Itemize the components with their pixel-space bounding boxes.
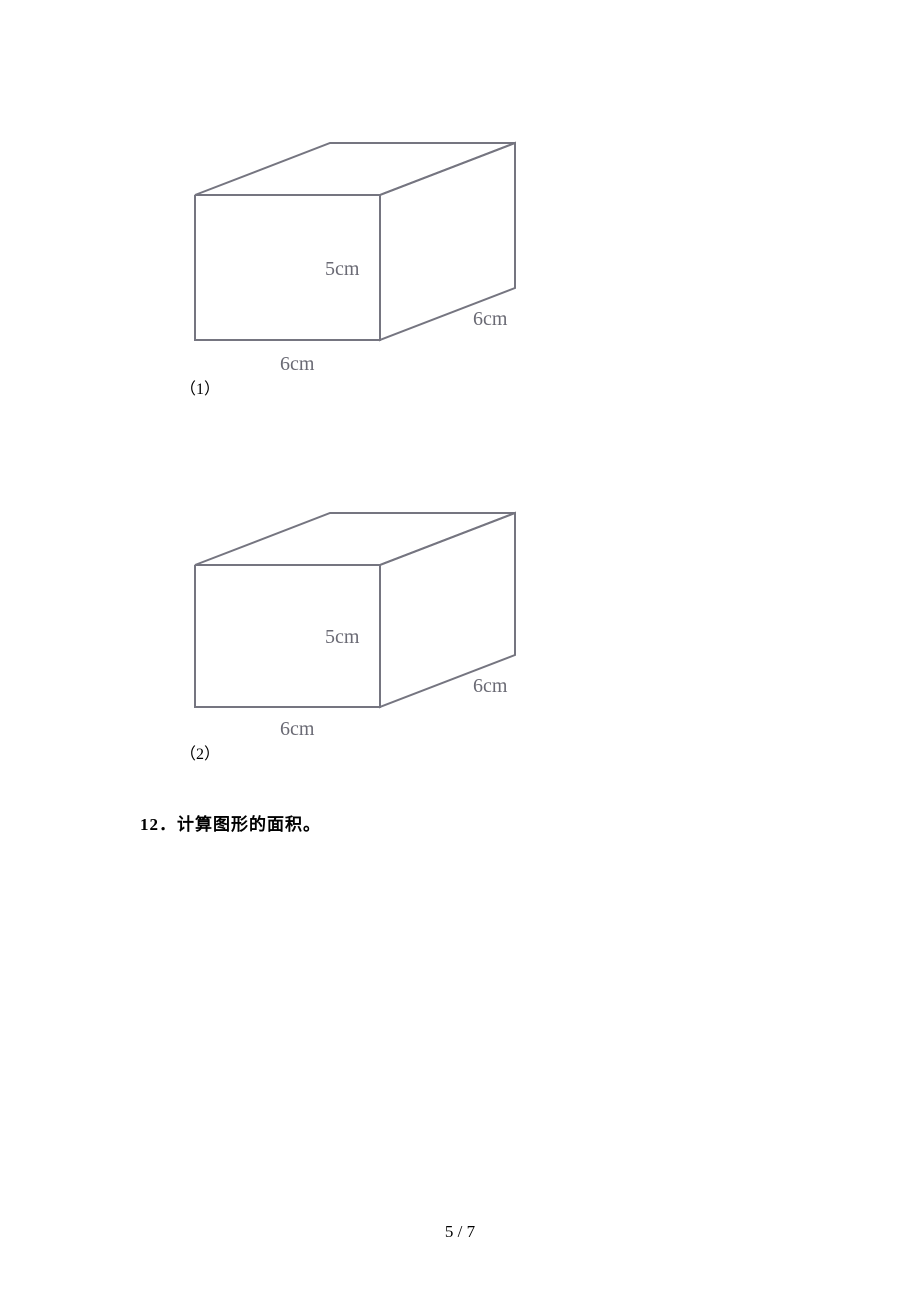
- figure-1-number: （1）: [180, 375, 220, 399]
- cuboid-2-svg: 5cm 6cm 6cm: [180, 505, 560, 760]
- page-sep: /: [453, 1222, 466, 1241]
- cuboid-2-top: [195, 513, 515, 565]
- cuboid-1-svg: 5cm 6cm 6cm: [180, 135, 560, 395]
- cuboid-1-height-label: 5cm: [325, 258, 360, 280]
- cuboid-2-width-label: 6cm: [280, 718, 315, 740]
- page-content: 5cm 6cm 6cm （1） 5cm 6cm 6cm （2） 12．计算图形的…: [0, 0, 920, 835]
- page-total: 7: [467, 1222, 476, 1241]
- cuboid-2-height-label: 5cm: [325, 626, 360, 648]
- question-number: 12．: [140, 815, 177, 834]
- cuboid-1-width-label: 6cm: [280, 353, 315, 375]
- figure-1-block: 5cm 6cm 6cm （1）: [180, 135, 780, 395]
- question-text: 计算图形的面积。: [177, 815, 321, 834]
- figure-2-block: 5cm 6cm 6cm （2）: [180, 505, 780, 760]
- question-12: 12．计算图形的面积。: [140, 810, 780, 835]
- cuboid-2-depth-label: 6cm: [473, 675, 508, 697]
- figure-2-number: （2）: [180, 740, 220, 764]
- cuboid-1-top: [195, 143, 515, 195]
- cuboid-1-depth-label: 6cm: [473, 308, 508, 330]
- page-footer: 5 / 7: [0, 1222, 920, 1242]
